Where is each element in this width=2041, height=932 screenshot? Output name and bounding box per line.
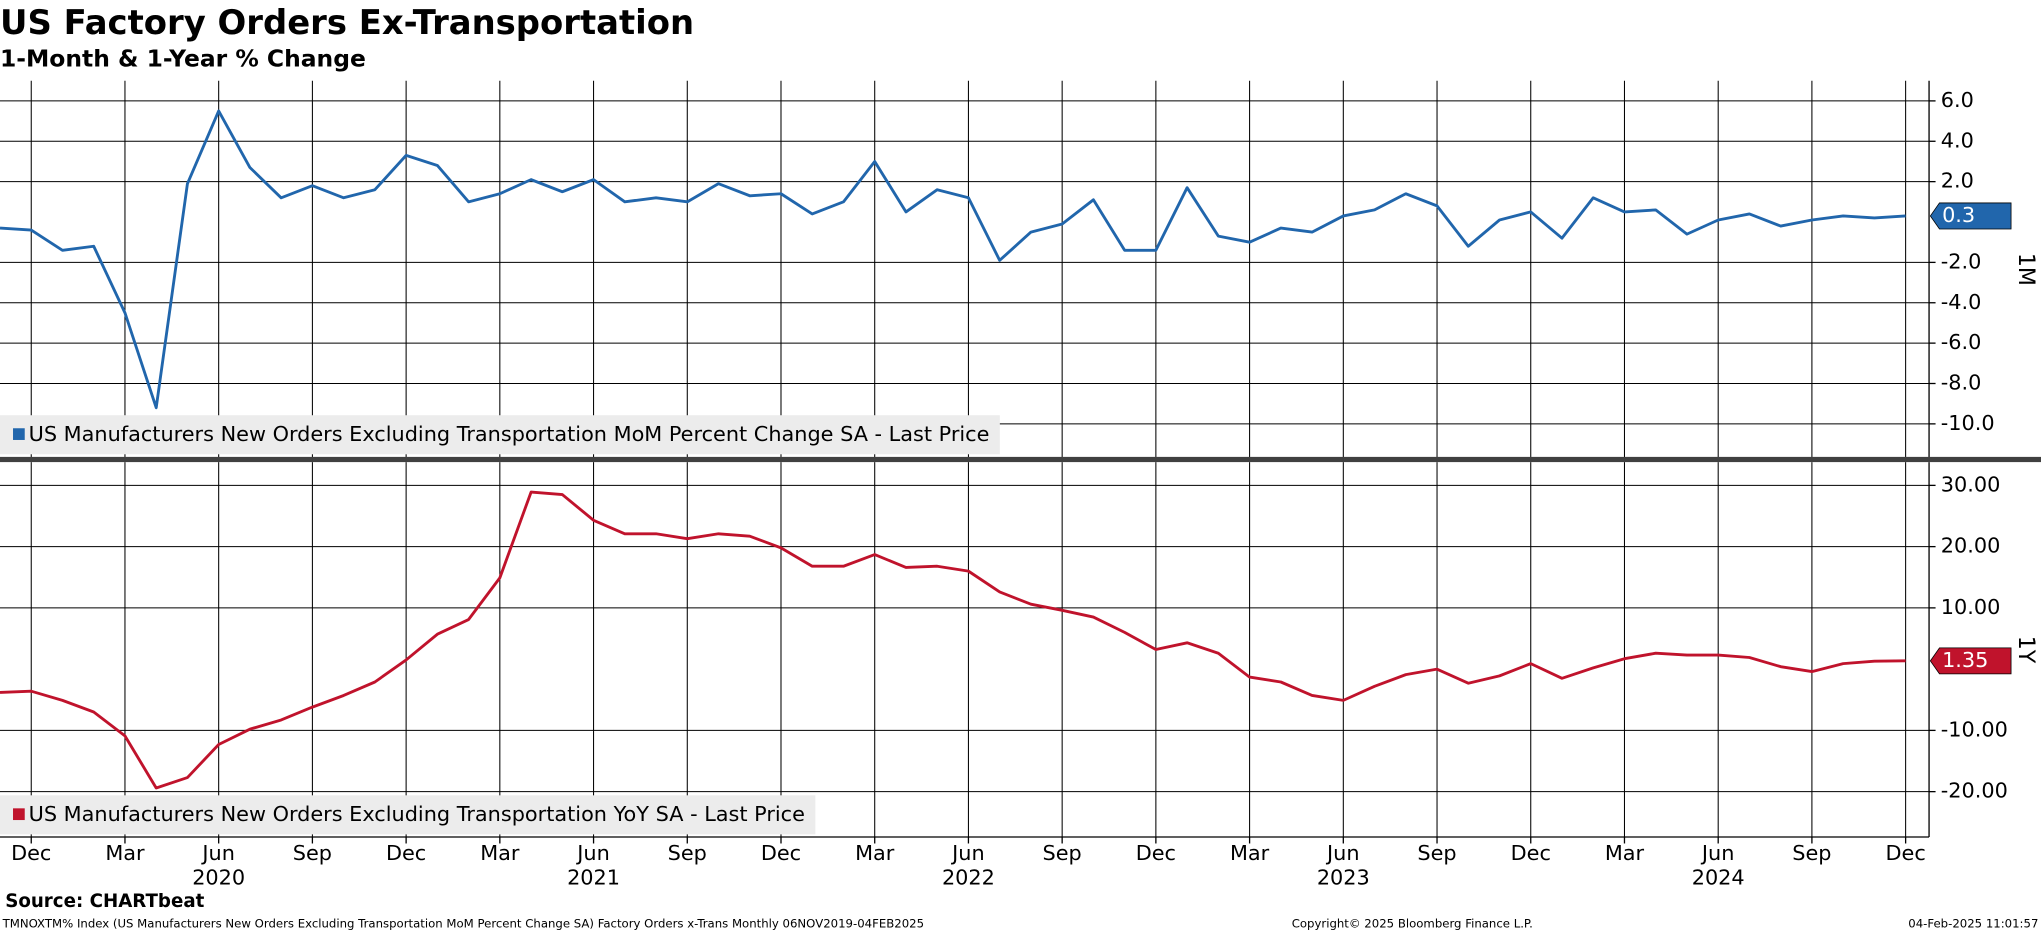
- x-year-label: 2023: [1317, 866, 1370, 890]
- x-tick-label: Sep: [1792, 841, 1831, 865]
- y-tick-label: 20.00: [1941, 534, 2001, 558]
- x-tick-label: Dec: [1136, 841, 1176, 865]
- legend-label: US Manufacturers New Orders Excluding Tr…: [29, 422, 990, 446]
- last-value-badge: [1929, 647, 2012, 675]
- y-tick-label: 4.0: [1941, 128, 1974, 152]
- y-tick-label: -10.0: [1941, 411, 1995, 435]
- x-tick-label: Mar: [105, 841, 145, 865]
- panel-label: 1M: [2013, 253, 2039, 286]
- x-tick-label: Jun: [575, 841, 610, 865]
- y-tick-label: 10.00: [1941, 595, 2001, 619]
- series-line: [0, 490, 1906, 790]
- x-tick-label: Sep: [293, 841, 332, 865]
- x-year-label: 2024: [1692, 866, 1745, 890]
- x-year-label: 2021: [567, 866, 620, 890]
- legend-bg: [0, 795, 816, 835]
- x-tick-label: Mar: [480, 841, 520, 865]
- legend-bg: [0, 415, 1000, 455]
- panel-separator: [0, 456, 2041, 463]
- x-tick-label: Mar: [855, 841, 895, 865]
- x-tick-label: Dec: [1885, 841, 1925, 865]
- x-tick-label: Dec: [11, 841, 51, 865]
- x-tick-label: Mar: [1230, 841, 1270, 865]
- x-tick-label: Sep: [1417, 841, 1456, 865]
- y-tick-label: -20.00: [1941, 779, 2008, 803]
- y-tick-label: -10.00: [1941, 717, 2008, 741]
- x-tick-label: Dec: [1511, 841, 1551, 865]
- x-tick-label: Jun: [1700, 841, 1735, 865]
- y-tick-label: 2.0: [1941, 169, 1974, 193]
- last-value-badge: [1929, 202, 2012, 230]
- x-year-label: 2022: [942, 866, 995, 890]
- chart-title: US Factory Orders Ex-Transportation: [0, 3, 694, 42]
- legend: US Manufacturers New Orders Excluding Tr…: [0, 795, 816, 835]
- y-tick-label: -6.0: [1941, 330, 1982, 354]
- x-tick-label: Dec: [386, 841, 426, 865]
- x-tick-label: Mar: [1605, 841, 1645, 865]
- y-tick-label: 30.00: [1941, 472, 2001, 496]
- y-tick-label: 6.0: [1941, 88, 1974, 112]
- x-tick-label: Dec: [761, 841, 801, 865]
- legend-swatch: [13, 808, 25, 821]
- ticker-note: TMNOXTM% Index (US Manufacturers New Ord…: [2, 917, 924, 931]
- panel-label: 1Y: [2013, 636, 2039, 664]
- x-tick-label: Jun: [200, 841, 235, 865]
- y-tick-label: -8.0: [1941, 371, 1982, 395]
- x-tick-label: Sep: [1043, 841, 1082, 865]
- copyright: Copyright© 2025 Bloomberg Finance L.P.: [1292, 917, 1533, 931]
- legend-label: US Manufacturers New Orders Excluding Tr…: [29, 802, 805, 826]
- x-tick-label: Jun: [1325, 841, 1360, 865]
- y-tick-label: -2.0: [1941, 249, 1982, 273]
- timestamp: 04-Feb-2025 11:01:57: [1908, 917, 2038, 931]
- y-tick-label: -4.0: [1941, 290, 1982, 314]
- legend-swatch: [13, 428, 25, 440]
- chart-subtitle: 1-Month & 1-Year % Change: [0, 44, 366, 72]
- legend: US Manufacturers New Orders Excluding Tr…: [0, 415, 1000, 455]
- source: Source: CHARTbeat: [5, 891, 204, 912]
- x-tick-label: Sep: [668, 841, 707, 865]
- x-tick-label: Jun: [950, 841, 985, 865]
- last-value-label: 0.3: [1942, 203, 1975, 227]
- last-value-label: 1.35: [1942, 648, 1988, 672]
- x-year-label: 2020: [192, 866, 245, 890]
- series-line: [0, 109, 1906, 410]
